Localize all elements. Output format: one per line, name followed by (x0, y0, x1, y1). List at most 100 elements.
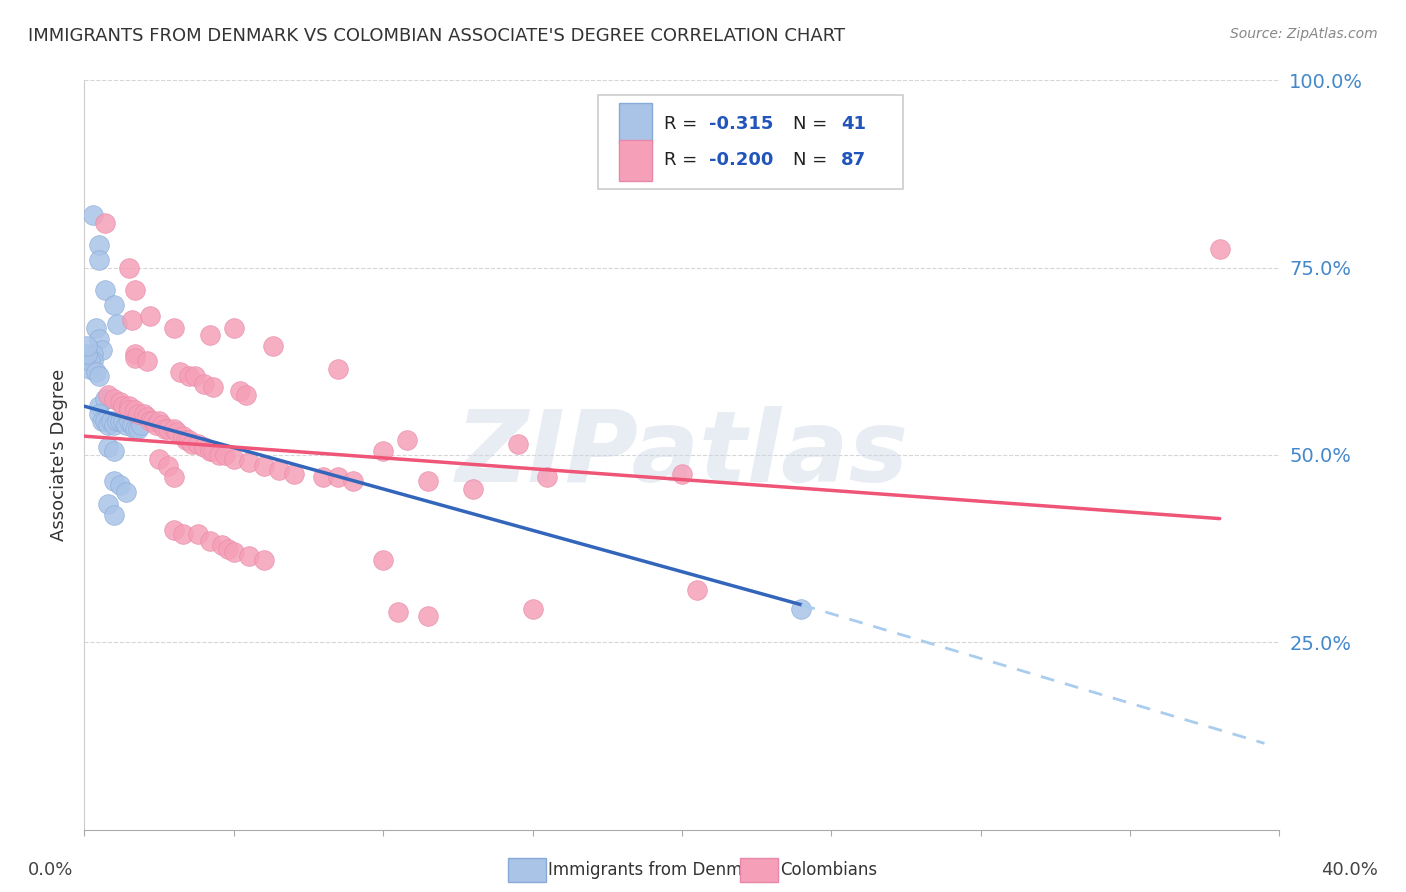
Point (174, 433, 197, 447)
Point (97, 441, 120, 455)
Point (127, 422, 149, 436)
Point (177, 369, 200, 384)
Point (222, 545, 245, 559)
Point (121, 417, 143, 432)
Text: Immigrants from Denmark: Immigrants from Denmark (548, 861, 769, 879)
Point (157, 459, 180, 474)
Point (208, 448, 231, 462)
Point (328, 470, 350, 484)
Point (148, 451, 170, 466)
Point (790, 601, 813, 615)
Point (198, 534, 221, 549)
Point (136, 354, 159, 368)
Point (172, 429, 194, 443)
Point (148, 414, 170, 428)
Point (150, 417, 173, 432)
Text: N =: N = (793, 115, 832, 133)
Point (103, 392, 125, 406)
Text: 87: 87 (841, 152, 866, 169)
Point (94, 392, 117, 406)
Point (97, 497, 120, 511)
Point (163, 422, 186, 436)
Point (91, 343, 114, 357)
Point (103, 417, 125, 432)
Point (112, 414, 135, 428)
Point (163, 470, 186, 484)
Point (89, 332, 111, 346)
Point (1209, 242, 1232, 256)
Point (214, 448, 236, 462)
Point (121, 313, 143, 327)
Point (145, 417, 167, 432)
Point (79, 354, 101, 368)
Point (253, 553, 276, 567)
Point (184, 369, 207, 384)
Point (198, 328, 221, 343)
Point (79, 361, 101, 376)
Point (253, 459, 276, 474)
Point (124, 283, 146, 297)
Point (89, 238, 111, 252)
Point (103, 508, 125, 522)
Point (187, 526, 209, 541)
Bar (619, 140, 652, 181)
Point (89, 253, 111, 268)
Point (115, 485, 138, 500)
Text: Source: ZipAtlas.com: Source: ZipAtlas.com (1230, 27, 1378, 41)
Point (132, 407, 156, 421)
Point (97, 388, 120, 402)
Point (82, 347, 104, 361)
Point (328, 361, 350, 376)
Point (103, 444, 125, 458)
Point (416, 474, 439, 488)
Point (124, 351, 146, 365)
Point (222, 451, 245, 466)
Point (76, 339, 98, 353)
Point (181, 436, 204, 450)
Point (153, 422, 176, 436)
Text: IMMIGRANTS FROM DENMARK VS COLOMBIAN ASSOCIATE'S DEGREE CORRELATION CHART: IMMIGRANTS FROM DENMARK VS COLOMBIAN ASS… (28, 27, 845, 45)
Point (142, 414, 165, 428)
Point (163, 523, 186, 537)
Point (118, 260, 141, 275)
Point (118, 399, 141, 413)
Point (94, 414, 117, 428)
Point (89, 369, 111, 384)
Point (129, 417, 152, 432)
Point (103, 474, 125, 488)
Text: 41: 41 (841, 115, 866, 133)
Point (373, 444, 395, 458)
Point (373, 553, 395, 567)
Point (416, 609, 439, 624)
Point (201, 444, 224, 458)
Point (89, 399, 111, 413)
Point (238, 549, 260, 563)
Point (139, 414, 162, 428)
Point (211, 538, 233, 552)
Point (163, 320, 186, 334)
Point (172, 526, 194, 541)
Point (115, 417, 138, 432)
Point (124, 347, 146, 361)
Point (312, 470, 335, 484)
Point (166, 425, 188, 440)
Point (671, 467, 693, 481)
Y-axis label: Associate's Degree: Associate's Degree (51, 368, 69, 541)
Point (461, 482, 484, 496)
Bar (619, 103, 652, 145)
Text: -0.200: -0.200 (710, 152, 773, 169)
Point (522, 601, 544, 615)
Point (105, 414, 128, 428)
Point (112, 399, 135, 413)
Point (177, 433, 200, 447)
Text: 0.0%: 0.0% (28, 861, 73, 879)
Text: Colombians: Colombians (780, 861, 877, 879)
Text: R =: R = (664, 115, 703, 133)
Point (91, 414, 114, 428)
Point (82, 354, 104, 368)
Point (222, 320, 245, 334)
Point (686, 582, 709, 597)
Text: N =: N = (793, 152, 832, 169)
Point (157, 422, 180, 436)
Point (342, 474, 364, 488)
